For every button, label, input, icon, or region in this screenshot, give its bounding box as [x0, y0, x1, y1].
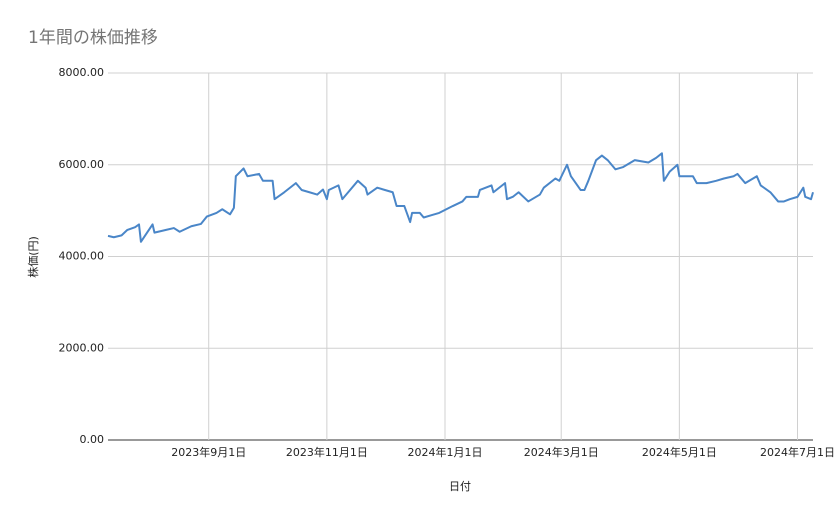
y-tick-label: 8000.00 — [59, 66, 105, 79]
y-tick-label: 0.00 — [80, 433, 105, 446]
y-axis-title: 株価(円) — [26, 236, 40, 278]
y-tick-label: 2000.00 — [59, 341, 105, 354]
y-tick-label: 4000.00 — [59, 250, 105, 263]
x-tick-label: 2024年5月1日 — [642, 445, 717, 459]
x-tick-label: 2024年7月1日 — [760, 445, 835, 459]
x-tick-label: 2024年3月1日 — [524, 445, 599, 459]
x-tick-label: 2023年11月1日 — [286, 445, 368, 459]
y-tick-label: 6000.00 — [59, 158, 105, 171]
chart-title: 1年間の株価推移 — [28, 28, 158, 48]
x-axis-title: 日付 — [449, 480, 471, 493]
price-line — [107, 152, 814, 243]
x-tick-label: 2023年9月1日 — [171, 445, 246, 459]
x-tick-label: 2024年1月1日 — [408, 445, 483, 459]
